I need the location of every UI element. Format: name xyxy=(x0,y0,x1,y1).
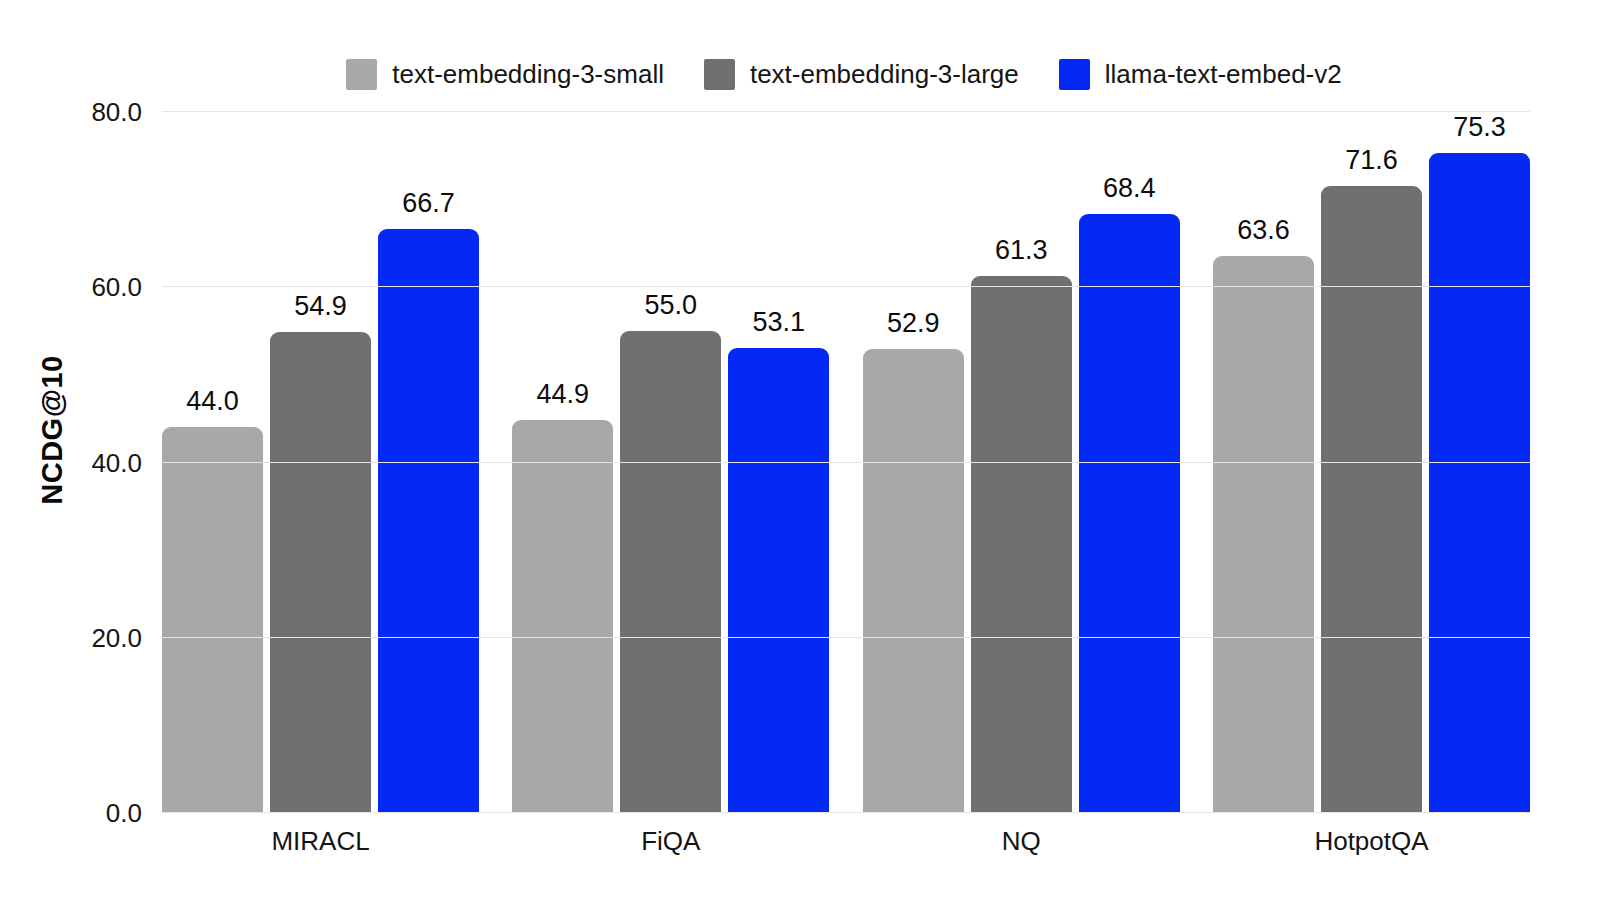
legend-label: text-embedding-3-small xyxy=(392,59,664,90)
bar-text-embedding-3-large-hotpotqa: 71.6 xyxy=(1321,186,1422,813)
bar-text-embedding-3-large-fiqa: 55.0 xyxy=(620,331,721,813)
legend: text-embedding-3-small text-embedding-3-l… xyxy=(160,56,1528,92)
gridline-20.0 xyxy=(162,637,1530,638)
bar-llama-text-embed-v2-miracl: 66.7 xyxy=(378,229,479,813)
legend-label: text-embedding-3-large xyxy=(750,59,1019,90)
legend-swatch-llama-text-embed-v2 xyxy=(1059,59,1090,90)
bar-value-label: 75.3 xyxy=(1453,112,1506,143)
gridline-40.0 xyxy=(162,462,1530,463)
legend-swatch-text-embedding-3-small xyxy=(346,59,377,90)
legend-label: llama-text-embed-v2 xyxy=(1105,59,1342,90)
bar-text-embedding-3-small-hotpotqa: 63.6 xyxy=(1213,256,1314,813)
chart-page: text-embedding-3-small text-embedding-3-l… xyxy=(0,0,1600,900)
plot-area: 44.054.966.7MIRACL44.955.053.1FiQA52.961… xyxy=(162,112,1530,813)
bar-value-label: 52.9 xyxy=(887,308,940,339)
bar-llama-text-embed-v2-fiqa: 53.1 xyxy=(728,348,829,813)
bar-group-fiqa: 44.955.053.1FiQA xyxy=(512,112,829,813)
bar-llama-text-embed-v2-hotpotqa: 75.3 xyxy=(1429,153,1530,813)
bar-group-miracl: 44.054.966.7MIRACL xyxy=(162,112,479,813)
bar-text-embedding-3-small-nq: 52.9 xyxy=(863,349,964,813)
bar-text-embedding-3-small-miracl: 44.0 xyxy=(162,427,263,813)
gridline-0.0 xyxy=(162,812,1530,813)
y-tick-label: 0.0 xyxy=(106,798,142,829)
x-axis-label-nq: NQ xyxy=(863,826,1180,857)
bar-groups: 44.054.966.7MIRACL44.955.053.1FiQA52.961… xyxy=(162,112,1530,813)
bar-text-embedding-3-small-fiqa: 44.9 xyxy=(512,420,613,813)
y-axis-title: NCDG@10 xyxy=(36,355,69,504)
bar-llama-text-embed-v2-nq: 68.4 xyxy=(1079,214,1180,813)
bar-value-label: 63.6 xyxy=(1237,215,1290,246)
bar-value-label: 44.9 xyxy=(537,379,590,410)
bar-value-label: 53.1 xyxy=(753,307,806,338)
y-tick-label: 20.0 xyxy=(91,622,142,653)
bar-value-label: 44.0 xyxy=(186,386,239,417)
gridline-60.0 xyxy=(162,286,1530,287)
bar-text-embedding-3-large-miracl: 54.9 xyxy=(270,332,371,813)
y-tick-label: 40.0 xyxy=(91,447,142,478)
y-tick-label: 80.0 xyxy=(91,97,142,128)
y-tick-label: 60.0 xyxy=(91,272,142,303)
bar-value-label: 68.4 xyxy=(1103,173,1156,204)
legend-item-text-embedding-3-small: text-embedding-3-small xyxy=(346,59,664,90)
bar-group-nq: 52.961.368.4NQ xyxy=(863,112,1180,813)
x-axis-label-fiqa: FiQA xyxy=(512,826,829,857)
bar-value-label: 66.7 xyxy=(402,188,455,219)
legend-item-text-embedding-3-large: text-embedding-3-large xyxy=(704,59,1019,90)
gridline-80.0 xyxy=(162,111,1530,112)
legend-item-llama-text-embed-v2: llama-text-embed-v2 xyxy=(1059,59,1342,90)
bar-text-embedding-3-large-nq: 61.3 xyxy=(971,276,1072,813)
x-axis-label-hotpotqa: HotpotQA xyxy=(1213,826,1530,857)
bar-group-hotpotqa: 63.671.675.3HotpotQA xyxy=(1213,112,1530,813)
legend-swatch-text-embedding-3-large xyxy=(704,59,735,90)
bar-value-label: 61.3 xyxy=(995,235,1048,266)
bar-value-label: 54.9 xyxy=(294,291,347,322)
bar-value-label: 71.6 xyxy=(1345,145,1398,176)
x-axis-label-miracl: MIRACL xyxy=(162,826,479,857)
bar-value-label: 55.0 xyxy=(645,290,698,321)
